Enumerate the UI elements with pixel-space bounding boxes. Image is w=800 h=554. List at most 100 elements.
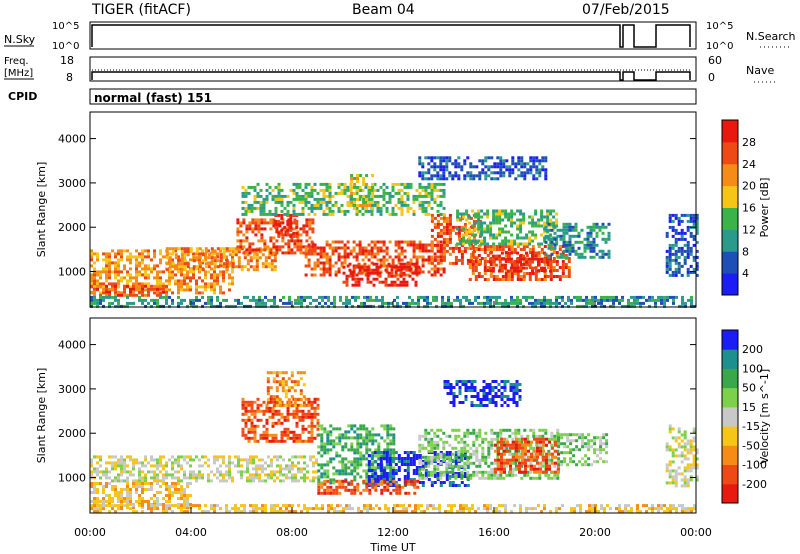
colorbar-swatch — [722, 251, 738, 274]
y-tick-label: 3000 — [58, 177, 86, 190]
colorbar-swatch — [722, 120, 738, 143]
y-axis-title: Slant Range [km] — [35, 368, 48, 464]
power-panel-region — [456, 209, 559, 246]
colorbar-title: Power [dB] — [758, 178, 771, 238]
velocity-panel-region — [241, 397, 320, 443]
colorbar-frame — [721, 119, 739, 296]
freq-trace — [91, 71, 691, 81]
colorbar-tick-label: 16 — [742, 202, 756, 215]
power-panel-region — [90, 284, 168, 297]
power-panel-region — [241, 182, 446, 216]
colorbar-tick-label: 50 — [742, 382, 756, 395]
freq-tick-bottom: 8 — [66, 71, 73, 84]
freq-panel: Freq. [MHz] 18 8 60 0 Nave — [4, 54, 776, 84]
colorbar-tick-label: 12 — [742, 223, 756, 236]
velocity-panel-region — [90, 482, 192, 509]
x-tick-label: 04:00 — [175, 526, 207, 539]
freq-label-1: Freq. — [4, 56, 29, 67]
colorbar-tick-label: 8 — [742, 245, 749, 258]
velocity-panel-region — [665, 424, 699, 488]
power-panel-region — [90, 295, 696, 308]
colorbar-swatch — [722, 185, 738, 208]
colorbar-tick-label: 15 — [742, 401, 756, 414]
freq-tick-top: 18 — [60, 54, 74, 67]
y-tick-label: 2000 — [58, 427, 86, 440]
nave-tick-bottom: 0 — [708, 71, 715, 84]
colorbar-tick-label: -100 — [742, 459, 767, 472]
velocity-panel-region — [367, 451, 470, 487]
power-panel-region — [350, 174, 375, 210]
colorbar-swatch — [722, 464, 738, 485]
beam-label: Beam 04 — [352, 2, 415, 18]
y-tick-label: 4000 — [58, 133, 86, 146]
noise-trace — [91, 24, 691, 48]
colorbar-tick-label: -200 — [742, 478, 767, 491]
x-tick-label: 20:00 — [579, 526, 611, 539]
x-axis-title: Time UT — [369, 541, 415, 554]
radar-title: TIGER (fitACF) — [91, 2, 191, 18]
x-tick-label: 12:00 — [377, 526, 409, 539]
colorbar-tick-label: -15 — [742, 420, 760, 433]
cpid-panel: CPID normal (fast) 151 — [8, 88, 697, 105]
noise-tick-top-left: 10^5 — [52, 21, 79, 32]
colorbar-swatch — [722, 406, 738, 427]
noise-panel: N.Sky 10^5 10^0 10^5 10^0 N.Search — [4, 21, 796, 52]
colorbar-tick-label: -50 — [742, 439, 760, 452]
colorbar-tick-label: 28 — [742, 136, 756, 149]
power-panel-region — [274, 213, 299, 238]
colorbar-swatch — [722, 229, 738, 252]
velocity-panel-region — [90, 455, 318, 483]
nave-label: Nave — [746, 64, 774, 77]
colorbar-swatch — [722, 387, 738, 408]
velocity-panel-region — [317, 479, 420, 495]
colorbar-tick-label: 100 — [742, 362, 763, 375]
noise-right-label: N.Search — [746, 30, 796, 43]
power-panel-region — [418, 156, 548, 181]
nave-tick-top: 60 — [708, 54, 722, 67]
colorbar-swatch — [722, 349, 738, 369]
power-panel-region — [544, 222, 611, 259]
colorbar-swatch — [722, 483, 738, 504]
noise-tick-top-right: 10^5 — [706, 21, 733, 32]
velocity-panel: 1000 2000 3000 4000 Slant Range [km] -200 -100… — [35, 317, 771, 514]
colorbar-swatch — [722, 445, 738, 466]
colorbar-swatch — [722, 368, 738, 389]
freq-label-2: [MHz] — [4, 68, 33, 79]
power-panel-colorbar: 4 8 12 16 20 24 28 Power [dB] — [721, 119, 771, 296]
cpid-value: normal (fast) 151 — [94, 91, 212, 105]
velocity-panel-region — [557, 433, 609, 467]
power-panel-data-cells — [90, 156, 699, 308]
colorbar-tick-label: 20 — [742, 180, 756, 193]
power-panel-region — [665, 213, 699, 277]
y-axis-title: Slant Range [km] — [35, 162, 48, 258]
y-tick-label: 1000 — [58, 266, 86, 279]
colorbar-swatch — [722, 163, 738, 187]
velocity-panel-colorbar: -200 -100 -50 -15 15 50 100 200 Velocity [m s^-1… — [721, 329, 771, 504]
noise-tick-bottom-left: 10^0 — [52, 41, 79, 52]
colorbar-swatch — [722, 273, 738, 296]
power-panel: 1000 2000 3000 4000 Slant Range [km] 4 8 12 16 20… — [35, 111, 771, 308]
power-panel-region — [165, 247, 277, 272]
x-axis: 00:00 04:00 08:00 12:00 16:00 20:00 00:00 — [74, 526, 712, 539]
y-tick-label: 2000 — [58, 221, 86, 234]
y-tick-label: 3000 — [58, 383, 86, 396]
velocity-panel-data-cells — [90, 371, 699, 514]
noise-tick-bottom-right: 10^0 — [706, 41, 733, 52]
y-tick-label: 4000 — [58, 339, 86, 352]
colorbar-frame — [721, 329, 739, 504]
cpid-label: CPID — [8, 90, 37, 103]
power-panel-region — [342, 262, 421, 287]
x-tick-label: 08:00 — [276, 526, 308, 539]
power-panel-region — [488, 251, 552, 273]
velocity-panel-region — [443, 380, 522, 407]
colorbar-swatch — [722, 330, 738, 350]
colorbar-swatch — [722, 207, 738, 230]
colorbar-title: Velocity [m s^-1] — [758, 369, 771, 464]
x-tick-label: 00:00 — [680, 526, 712, 539]
colorbar-tick-label: 24 — [742, 158, 756, 171]
colorbar-tick-label: 4 — [742, 267, 749, 280]
colorbar-tick-label: 200 — [742, 343, 763, 356]
noise-left-label: N.Sky — [4, 33, 36, 46]
x-tick-label: 00:00 — [74, 526, 106, 539]
